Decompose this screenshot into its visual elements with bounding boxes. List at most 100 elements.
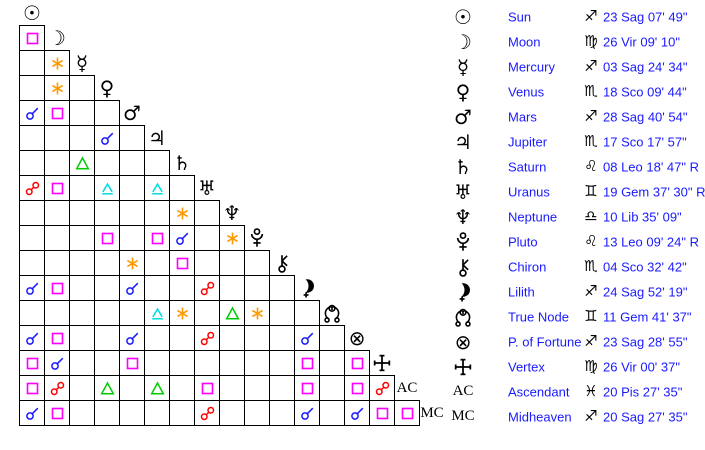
legend-position: 23 Sag 07' 49": [603, 9, 688, 24]
leo-icon: ♌: [584, 232, 598, 250]
aspect-cell-r13c2: [69, 325, 95, 351]
legend-planet-name: Pluto: [508, 234, 538, 249]
aspect-cell-r16c13: [344, 400, 370, 426]
moon-icon: ☽: [454, 29, 472, 54]
legend-sign-glyph: ♊: [580, 179, 602, 204]
uranus-icon: ♅: [198, 176, 216, 200]
ac-icon: AC: [396, 379, 418, 396]
legend-planet-name: P. of Fortune: [508, 334, 582, 349]
aspect-cell-r9c1: [44, 225, 70, 251]
legend-row-sun: ☉ Sun ♐ 23 Sag 07' 49": [450, 4, 705, 29]
jupiter-icon: ♃: [454, 129, 472, 154]
legend-position: 04 Sco 32' 42": [603, 259, 687, 274]
sag-icon: ♐: [584, 107, 598, 125]
aspect-cell-r11c5: [144, 275, 170, 301]
legend-planet-name: Midheaven: [508, 409, 572, 424]
aspect-cell-r10c8: [219, 250, 245, 276]
aspect-cell-r15c2: [69, 375, 95, 401]
legend-position: 13 Leo 09' 24" R: [603, 234, 700, 249]
jupiter-icon: ♃: [148, 126, 166, 150]
gem-icon: ♊: [584, 182, 598, 200]
aspect-cell-r15c4: [119, 375, 145, 401]
sun-icon: ☉: [23, 1, 41, 25]
legend-position: 18 Sco 09' 44": [603, 84, 687, 99]
grid-planet-ac: AC: [395, 376, 419, 400]
vertex-icon: [452, 356, 474, 378]
aspect-cell-r8c6: [169, 200, 195, 226]
sco-icon: ♏: [584, 257, 598, 275]
aspect-cell-r4c2: [69, 100, 95, 126]
grid-planet-moon: ☽: [45, 26, 69, 50]
aspect-cell-r16c8: [219, 400, 245, 426]
legend-planet-name: Ascendant: [508, 384, 570, 399]
sco-icon: ♏: [584, 82, 598, 100]
sag-icon: ♐: [584, 7, 598, 25]
aspect-cell-r16c5: [144, 400, 170, 426]
legend-sign-glyph: ♌: [580, 154, 602, 179]
neptune-icon: ♆: [454, 204, 472, 229]
legend-row-vertex: Vertex ♍ 26 Vir 00' 37": [450, 354, 705, 379]
aspect-cell-r7c6: [169, 175, 195, 201]
legend-sign-glyph: ♏: [580, 254, 602, 279]
legend-position: 08 Leo 18' 47" R: [603, 159, 700, 174]
sco-icon: ♏: [584, 132, 598, 150]
legend-position: 10 Lib 35' 09": [603, 209, 682, 224]
legend-planet-glyph: ♂: [450, 104, 476, 129]
venus-icon: ♀: [99, 76, 115, 100]
legend-planet-name: Mars: [508, 109, 537, 124]
aspect-cell-r12c10: [269, 300, 295, 326]
legend-planet-name: True Node: [508, 309, 569, 324]
true-node-icon: [452, 306, 474, 328]
legend-planet-glyph: ♅: [450, 179, 476, 204]
legend-position: 24 Sag 52' 19": [603, 284, 688, 299]
legend-position: 26 Vir 00' 37": [603, 359, 680, 374]
grid-planet-neptune: ♆: [220, 201, 244, 225]
legend-position: 26 Vir 09' 10": [603, 34, 680, 49]
legend-row-mars: ♂ Mars ♐ 28 Sag 40' 54": [450, 104, 705, 129]
legend-row-pluto: Pluto ♌ 13 Leo 09' 24" R: [450, 229, 705, 254]
legend-sign-glyph: ♐: [580, 104, 602, 129]
aspect-cell-r16c9: [244, 400, 270, 426]
aspect-cell-r16c2: [69, 400, 95, 426]
aspect-cell-r11c3: [94, 275, 120, 301]
aspect-cell-r10c1: [44, 250, 70, 276]
sag-icon: ♐: [584, 332, 598, 350]
legend-planet-glyph: ♆: [450, 204, 476, 229]
moon-icon: ☽: [48, 26, 66, 50]
legend-position: 28 Sag 40' 54": [603, 109, 688, 124]
legend-row-chiron: Chiron ♏ 04 Sco 32' 42": [450, 254, 705, 279]
grid-planet-mars: ♂: [120, 101, 144, 125]
lilith-icon: [452, 281, 474, 303]
legend-row-jupiter: ♃ Jupiter ♏ 17 Sco 17' 57": [450, 129, 705, 154]
aspect-cell-r16c15: [394, 400, 420, 426]
legend-planet-name: Moon: [508, 34, 541, 49]
sag-icon: ♐: [584, 407, 598, 425]
venus-icon: ♀: [455, 79, 471, 104]
aspect-cell-r14c1: [44, 350, 70, 376]
gem-icon: ♊: [584, 307, 598, 325]
aspect-cell-r15c14: [369, 375, 395, 401]
legend-planet-name: Sun: [508, 9, 532, 24]
aspect-cell-r16c7: [194, 400, 220, 426]
pluto-icon: [452, 231, 474, 253]
mercury-icon: ☿: [75, 51, 89, 75]
legend-position: 20 Sag 27' 35": [603, 409, 688, 424]
legend-row-p-of-fortune: ⊗ P. of Fortune ♐ 23 Sag 28' 55": [450, 329, 705, 354]
legend-position: 17 Sco 17' 57": [603, 134, 687, 149]
leo-icon: ♌: [584, 157, 598, 175]
legend-sign-glyph: ♐: [580, 54, 602, 79]
aspect-cell-r14c13: [344, 350, 370, 376]
aspect-cell-r14c0: [19, 350, 45, 376]
aspect-cell-r1c0: [19, 25, 45, 51]
grid-planet-sun: ☉: [20, 1, 44, 25]
legend-position: 11 Gem 41' 37": [603, 309, 692, 324]
legend-planet-glyph: ☿: [450, 54, 476, 79]
legend-row-saturn: ♄ Saturn ♌ 08 Leo 18' 47" R: [450, 154, 705, 179]
aspect-cell-r8c7: [194, 200, 220, 226]
aspect-cell-r5c4: [119, 125, 145, 151]
legend-row-moon: ☽ Moon ♍ 26 Vir 09' 10": [450, 29, 705, 54]
sag-icon: ♐: [584, 57, 598, 75]
